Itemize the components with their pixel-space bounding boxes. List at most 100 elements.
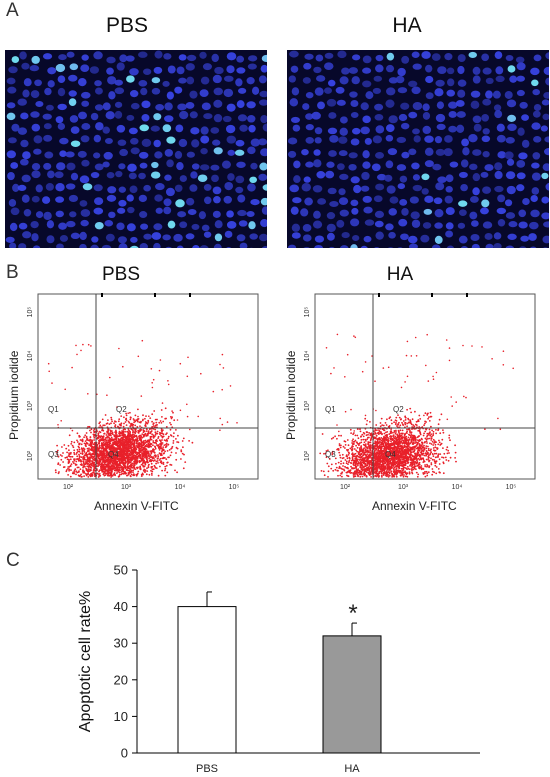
event-dot	[151, 420, 154, 423]
event-dot	[102, 435, 105, 438]
event-dot	[73, 469, 76, 472]
event-dot	[401, 439, 403, 442]
nucleus	[247, 146, 256, 155]
nucleus	[94, 221, 104, 230]
nucleus	[141, 138, 152, 147]
event-dot	[165, 438, 168, 441]
event-dot	[393, 431, 396, 433]
event-dot	[374, 449, 376, 452]
event-dot	[152, 441, 155, 444]
event-dot	[56, 444, 58, 447]
event-dot	[65, 456, 68, 459]
nucleus	[412, 174, 421, 181]
event-dot	[125, 424, 128, 426]
nucleus	[56, 162, 66, 171]
nucleus	[176, 162, 184, 171]
event-dot	[80, 460, 82, 463]
event-dot	[183, 453, 185, 456]
event-dot	[424, 422, 426, 425]
event-dot	[428, 428, 431, 431]
event-dot	[56, 451, 58, 453]
event-dot	[105, 454, 108, 457]
event-dot	[144, 425, 147, 428]
nucleus	[518, 152, 528, 160]
event-dot	[90, 431, 92, 434]
event-dot	[104, 414, 107, 416]
nucleus	[407, 235, 418, 244]
nucleus	[258, 99, 267, 106]
event-dot	[366, 464, 368, 467]
event-dot	[93, 445, 96, 448]
event-dot	[122, 425, 125, 428]
event-dot	[162, 435, 165, 438]
event-dot	[118, 443, 121, 446]
nucleus	[339, 245, 349, 248]
event-dot	[61, 455, 63, 457]
nucleus	[187, 208, 197, 216]
nucleus	[118, 186, 127, 193]
nucleus	[126, 114, 135, 121]
event-dot	[428, 437, 431, 440]
event-dot	[430, 433, 432, 436]
panel-a-letter: A	[6, 0, 19, 21]
nucleus	[186, 76, 195, 85]
nucleus	[155, 207, 163, 214]
nucleus	[485, 243, 494, 248]
event-dot	[123, 422, 125, 425]
event-dot	[91, 453, 93, 455]
nucleus	[191, 139, 200, 148]
event-dot	[400, 474, 402, 477]
event-dot	[165, 426, 168, 428]
nucleus	[314, 245, 324, 248]
nucleus	[493, 232, 502, 240]
event-dot	[81, 449, 84, 452]
event-dot	[347, 463, 349, 465]
nucleus	[504, 199, 513, 207]
nucleus	[494, 185, 504, 193]
event-dot	[167, 380, 169, 382]
event-dot	[152, 435, 155, 438]
nucleus	[203, 196, 212, 205]
nucleus	[166, 91, 174, 100]
nucleus	[386, 52, 395, 61]
event-dot	[60, 458, 63, 461]
nucleus	[55, 196, 65, 203]
event-dot	[106, 463, 109, 465]
event-dot	[222, 367, 225, 369]
nucleus	[395, 75, 405, 84]
event-dot	[172, 435, 175, 438]
nucleus	[43, 211, 52, 221]
nucleus	[515, 56, 525, 64]
nucleus	[93, 51, 103, 60]
event-dot	[93, 463, 96, 466]
event-dot	[164, 407, 167, 410]
nucleus	[324, 52, 334, 59]
nucleus	[17, 98, 27, 106]
nucleus	[31, 123, 41, 132]
event-dot	[148, 463, 150, 466]
event-dot	[120, 415, 123, 417]
nucleus	[55, 116, 64, 124]
event-dot	[133, 421, 135, 424]
event-dot	[73, 458, 75, 461]
event-dot	[160, 443, 163, 446]
event-dot	[93, 436, 96, 439]
event-dot	[90, 462, 92, 465]
nucleus	[516, 62, 526, 71]
event-dot	[134, 429, 137, 432]
event-dot	[90, 444, 93, 447]
nucleus	[226, 247, 232, 248]
event-dot	[142, 455, 145, 458]
event-dot	[115, 466, 118, 469]
nucleus	[107, 76, 117, 85]
nucleus	[290, 206, 299, 215]
nucleus	[301, 183, 311, 192]
event-dot	[112, 448, 114, 451]
nucleus	[198, 211, 207, 220]
nucleus	[507, 123, 517, 132]
event-dot	[168, 449, 171, 451]
nucleus	[362, 161, 371, 169]
event-dot	[325, 450, 328, 452]
event-dot	[160, 434, 163, 437]
event-dot	[83, 436, 85, 439]
